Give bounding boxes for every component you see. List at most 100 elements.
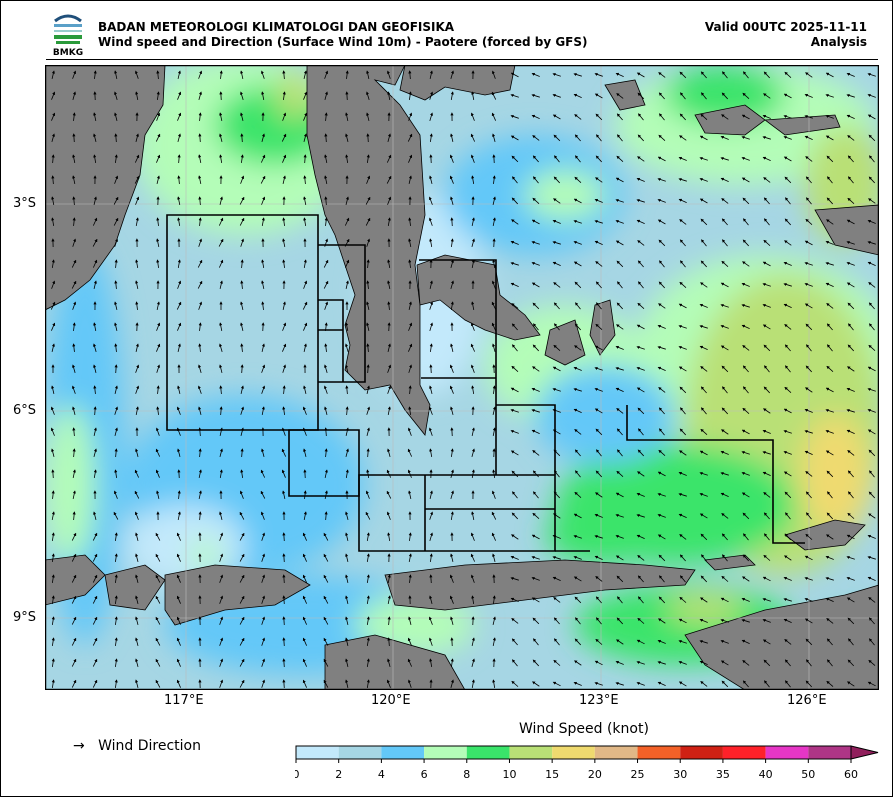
wind-arrow [742, 261, 750, 267]
wind-arrow [762, 324, 771, 330]
wind-arrow [679, 219, 687, 225]
wind-arrow [552, 240, 561, 245]
wind-arrow [324, 112, 328, 122]
wind-arrow [700, 533, 708, 541]
wind-arrow [531, 240, 540, 245]
wind-arrow [219, 595, 224, 604]
wind-arrow [658, 596, 666, 604]
wind-arrow [93, 385, 97, 395]
wind-arrow [678, 618, 687, 624]
wind-arrow [134, 490, 140, 499]
wind-arrow [51, 112, 56, 121]
wind-arrow [324, 490, 328, 499]
wind-arrow [512, 491, 518, 499]
wind-arrow [511, 303, 519, 309]
wind-arrow [742, 92, 750, 99]
wind-arrow [429, 322, 434, 331]
wind-arrow [806, 344, 812, 352]
wind-arrow [783, 135, 792, 140]
wind-arrow [510, 450, 519, 456]
wind-arrow [450, 70, 454, 79]
wind-arrow [51, 511, 55, 520]
wind-arrow [742, 239, 750, 247]
wind-arrow [720, 471, 729, 476]
wind-arrow [345, 70, 349, 80]
wind-arrow [155, 469, 160, 478]
wind-arrow [847, 491, 854, 499]
wind-arrow [366, 448, 370, 458]
wind-arrow [240, 112, 244, 121]
wind-arrow [239, 532, 245, 541]
wind-arrow [51, 637, 55, 647]
borneo-land [46, 66, 166, 310]
lon-tick: 123°E [579, 693, 619, 708]
wind-arrow [198, 133, 202, 143]
wind-arrow [636, 345, 645, 350]
wind-arrow [450, 238, 454, 248]
wind-arrow [450, 406, 454, 415]
wind-arrow [805, 323, 813, 331]
wind-arrow [114, 91, 118, 100]
sulawesi-land [306, 66, 431, 436]
wind-arrow [72, 196, 76, 206]
wind-arrow [783, 471, 792, 477]
wind-arrow [657, 513, 666, 518]
wind-arrow [762, 261, 771, 267]
wind-arrow [449, 385, 454, 394]
wind-arrow [804, 261, 813, 266]
wind-arrow [261, 616, 266, 625]
wind-arrow [345, 196, 349, 205]
wind-arrow [510, 387, 519, 393]
wind-arrow [198, 490, 202, 499]
wind-arrow [198, 301, 203, 310]
arrow-icon: → [73, 738, 85, 754]
wind-arrow [512, 176, 518, 184]
wind-arrow [93, 154, 97, 164]
alor-island [704, 554, 756, 571]
wind-arrow [616, 260, 624, 268]
wind-arrow [805, 197, 812, 205]
wind-arrow [135, 343, 139, 352]
wind-arrow [679, 534, 687, 540]
wind-arrow [783, 618, 792, 624]
wind-arrow [156, 70, 160, 80]
wind-arrow [408, 490, 412, 499]
wind-arrow [783, 597, 792, 602]
wind-arrow [763, 71, 770, 79]
wind-arrow [574, 176, 582, 183]
wind-arrow [72, 217, 76, 227]
wind-arrow [240, 259, 244, 269]
wind-arrow [135, 217, 139, 227]
wind-arrow [594, 366, 603, 371]
wind-arrow [574, 429, 582, 435]
wind-arrow [219, 154, 223, 164]
wind-arrow [532, 155, 539, 163]
wind-arrow [345, 154, 349, 164]
colorbar-tick-label: 8 [463, 768, 470, 781]
wind-arrow [616, 470, 624, 477]
colorbar: 0 2 4 6 8 10 15 20 25 30 35 40 50 60 [295, 745, 879, 781]
wind-arrow [679, 575, 686, 583]
wind-arrow [867, 72, 876, 77]
wind-arrow [553, 134, 561, 142]
wind-arrow [156, 301, 160, 310]
wind-arrow [762, 429, 771, 434]
wind-arrow [386, 70, 391, 79]
wind-arrow [240, 364, 244, 374]
wind-arrow [282, 238, 286, 247]
wind-arrow [429, 490, 433, 499]
wind-arrow [699, 324, 708, 329]
wind-arrow [637, 134, 644, 142]
wind-arrow [804, 93, 813, 98]
wind-arrow [804, 555, 813, 561]
wind-arrow [51, 532, 55, 542]
wind-arrow [510, 240, 519, 245]
wind-arrow [658, 387, 666, 393]
wind-arrow [387, 637, 391, 647]
wind-arrow [846, 93, 855, 98]
wind-arrow [240, 448, 244, 458]
org-name: BADAN METEOROLOGI KLIMATOLOGI DAN GEOFIS… [98, 20, 455, 34]
colorbar-tick-label: 4 [378, 768, 385, 781]
wind-arrow [429, 280, 433, 289]
wind-arrow [72, 154, 76, 164]
